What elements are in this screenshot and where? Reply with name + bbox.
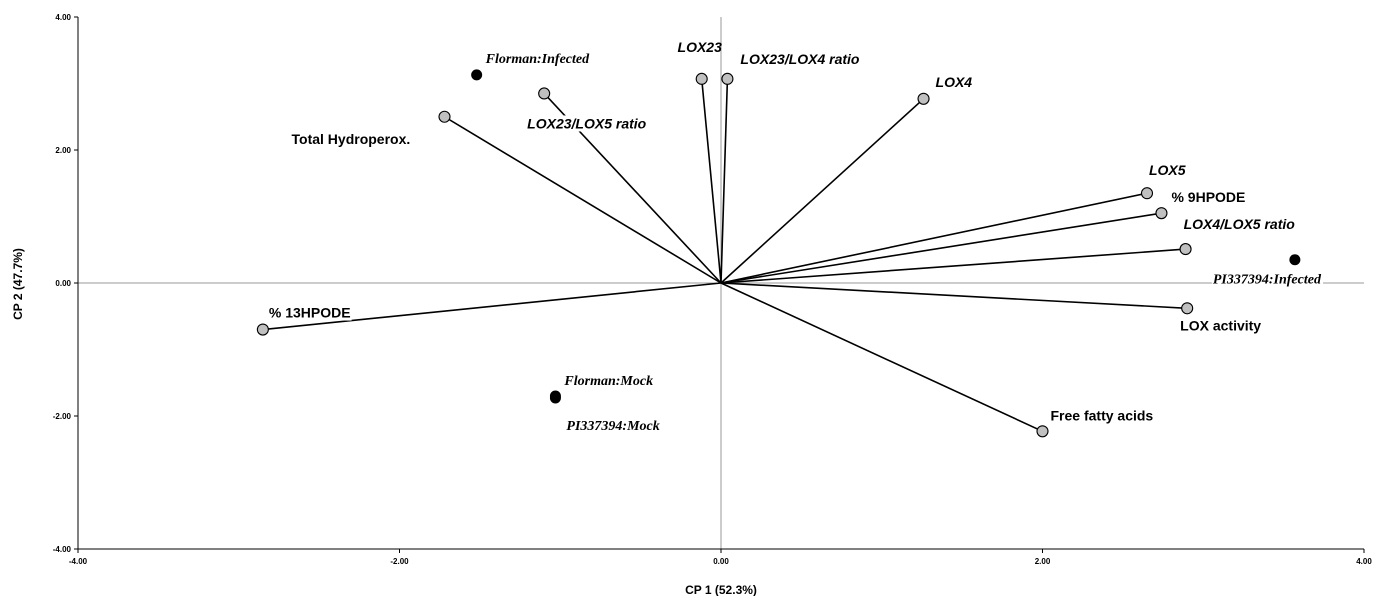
loading-label-total-hydroperox: Total Hydroperox. xyxy=(292,131,411,147)
y-tick-label: -4.00 xyxy=(53,545,72,554)
loading-label-lox23: LOX23 xyxy=(678,39,723,55)
loading-label-lox4: LOX4 xyxy=(936,74,973,90)
loading-point-lox23-lox5-ratio xyxy=(538,87,551,100)
loading-vector-free-fatty-acids xyxy=(720,282,1043,433)
labels: LOX23 LOX23/LOX4 ratio LOX4 LOX23/LOX5 rati… xyxy=(267,39,1323,434)
label-background xyxy=(526,115,648,132)
loading-vector-total-hydroperox xyxy=(444,116,722,284)
loading-vector-lox4 xyxy=(720,98,925,284)
loading-point-13hpode xyxy=(256,323,269,336)
y-axis-title: CP 2 (47.7%) xyxy=(11,248,25,320)
loading-point-free-fatty-acids xyxy=(1036,425,1049,438)
x-tick-label: 4.00 xyxy=(1356,557,1372,566)
axes: -4.00 -2.00 0.00 2.00 4.00 4.00 2.00 0.00 -2.00 -… xyxy=(53,13,1373,566)
loading-vector-13hpode xyxy=(262,282,722,331)
score-label-florman-infected: Florman:Infected xyxy=(485,52,590,67)
loading-label-lox4-lox5-ratio: LOX4/LOX5 ratio xyxy=(1184,216,1296,232)
loading-point-9hpode xyxy=(1155,207,1168,220)
loading-point-lox-activity xyxy=(1181,302,1194,315)
points xyxy=(256,69,1301,438)
score-point-pi337394-infected xyxy=(1289,254,1301,266)
y-tick-label: 0.00 xyxy=(55,279,71,288)
loading-vector-lox23-lox4-ratio xyxy=(720,78,729,284)
x-axis-title: CP 1 (52.3%) xyxy=(685,583,757,596)
score-label-pi337394-mock: PI337394:Mock xyxy=(566,419,659,434)
score-label-florman-mock: Florman:Mock xyxy=(563,374,653,389)
score-label-pi337394-infected: PI337394:Infected xyxy=(1213,273,1322,288)
label-background xyxy=(1211,272,1323,288)
y-tick-label: -2.00 xyxy=(53,412,72,421)
loading-vector-lox4-lox5-ratio xyxy=(720,248,1186,284)
loading-vector-9hpode xyxy=(720,212,1162,284)
loading-vector-lox5 xyxy=(720,192,1148,284)
loading-label-lox-activity: LOX activity xyxy=(1180,317,1261,333)
loading-point-lox4 xyxy=(917,92,930,105)
loading-vector-lox-activity xyxy=(720,282,1188,310)
loading-point-total-hydroperox xyxy=(438,110,451,123)
x-tick-label: 2.00 xyxy=(1035,557,1051,566)
loading-label-free-fatty-acids: Free fatty acids xyxy=(1051,407,1154,423)
loading-vectors xyxy=(262,78,1188,433)
x-tick-label: -4.00 xyxy=(69,557,88,566)
loading-point-lox4-lox5-ratio xyxy=(1179,243,1192,256)
y-tick-label: 2.00 xyxy=(55,146,71,155)
loading-point-lox5 xyxy=(1140,187,1154,200)
loading-label-13hpode: % 13HPODE xyxy=(269,305,351,321)
label-background xyxy=(267,304,352,321)
loading-label-lox5: LOX5 xyxy=(1149,162,1186,178)
loading-vector-lox23 xyxy=(700,78,722,284)
score-point-pi337394-mock xyxy=(549,392,561,404)
y-tick-label: 4.00 xyxy=(55,13,71,22)
loading-point-lox23-lox4-ratio xyxy=(721,72,734,85)
loading-label-9hpode: % 9HPODE xyxy=(1171,189,1245,205)
loading-point-lox23 xyxy=(695,72,708,85)
score-point-florman-infected xyxy=(471,69,483,81)
loading-label-lox23-lox4-ratio: LOX23/LOX4 ratio xyxy=(740,51,859,67)
x-tick-label: 0.00 xyxy=(713,557,729,566)
loading-label-lox23-lox5-ratio: LOX23/LOX5 ratio xyxy=(527,115,646,131)
x-tick-label: -2.00 xyxy=(390,557,409,566)
